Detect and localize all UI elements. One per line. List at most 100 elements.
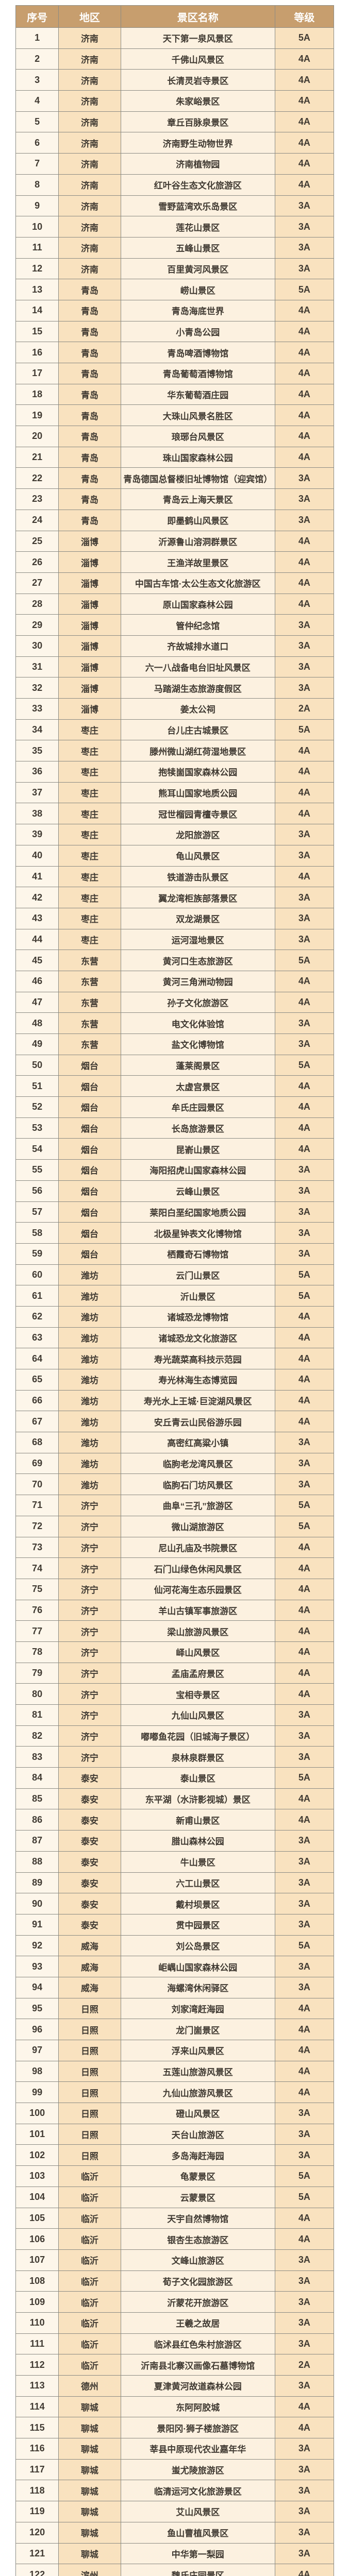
grade-cell: 5A [274, 719, 335, 741]
table-row: 63 潍坊 诸城恐龙文化旅游区 4A [15, 1327, 335, 1349]
grade-cell: 3A [274, 844, 335, 867]
grade-cell: 4A [274, 2019, 335, 2040]
grade-cell: 4A [274, 174, 335, 196]
region-cell: 潍坊 [58, 1432, 121, 1453]
scenic-name-cell: 刘公岛景区 [120, 1935, 275, 1957]
table-row: 102 日照 多岛海赶海园 3A [15, 2144, 335, 2166]
region-cell: 聊城 [58, 2480, 121, 2502]
scenic-name-cell: 珠山国家森林公园 [120, 446, 275, 468]
table-row: 10 济南 莲花山景区 3A [15, 216, 335, 238]
region-cell: 枣庄 [58, 928, 121, 951]
region-cell: 聊城 [58, 2543, 121, 2565]
row-number-cell: 66 [15, 1389, 59, 1412]
region-cell: 烟台 [58, 1180, 121, 1202]
scenic-name-cell: 千佛山风景区 [120, 48, 275, 70]
row-number-cell: 62 [15, 1306, 59, 1328]
grade-cell: 3A [274, 928, 335, 951]
table-row: 80 济宁 宝相寺景区 4A [15, 1683, 335, 1705]
row-number-cell: 38 [15, 803, 59, 825]
table-row: 56 烟台 云峰山景区 3A [15, 1180, 335, 1202]
table-row: 95 日照 刘家湾赶海园 4A [15, 1997, 335, 2020]
region-cell: 青岛 [58, 488, 121, 510]
grade-cell: 3A [274, 887, 335, 908]
region-cell: 枣庄 [58, 866, 121, 888]
table-body: 1 济南 天下第一泉风景区 5A 2 济南 千佛山风景区 4A 3 济南 长清灵岩寺景区 4A 4 济南朱… [15, 27, 335, 2576]
region-cell: 济南 [58, 258, 121, 280]
region-cell: 东营 [58, 991, 121, 1013]
table-row: 19 青岛 大珠山风景名胜区 4A [15, 404, 335, 427]
scenic-name-cell: 沂蒙花开旅游区 [120, 2291, 275, 2313]
row-number-cell: 72 [15, 1515, 59, 1537]
scenic-name-cell: 沂南县北寨汉画像石墓博物馆 [120, 2354, 275, 2376]
row-number-cell: 49 [15, 1033, 59, 1055]
scenic-name-cell: 诸城恐龙博物馆 [120, 1306, 275, 1328]
row-number-cell: 43 [15, 907, 59, 929]
region-cell: 烟台 [58, 1096, 121, 1118]
scenic-name-cell: 曲阜“三孔”旅游区 [120, 1495, 275, 1516]
table-row: 78 济宁 峄山风景区 4A [15, 1641, 335, 1663]
row-number-cell: 35 [15, 740, 59, 762]
table-row: 41 枣庄 铁道游击队景区 4A [15, 866, 335, 888]
scenic-name-cell: 翼龙湾柜族部落景区 [120, 887, 275, 908]
scenic-name-cell: 九仙山风景区 [120, 1704, 275, 1726]
grade-cell: 4A [274, 132, 335, 154]
grade-cell: 4A [274, 1138, 335, 1160]
table-row: 9 济南 雪野蓝湾欢乐岛景区 3A [15, 195, 335, 217]
scenic-name-cell: 六一八战备电台旧址风景区 [120, 656, 275, 678]
grade-cell: 3A [274, 1976, 335, 1998]
table-row: 122 滨州 魏氏庄园景区 4A [15, 2564, 335, 2576]
grade-cell: 4A [274, 2040, 335, 2061]
region-cell: 济南 [58, 236, 121, 259]
region-cell: 威海 [58, 1956, 121, 1977]
row-number-cell: 25 [15, 530, 59, 552]
row-number-cell: 84 [15, 1767, 59, 1789]
region-cell: 济南 [58, 174, 121, 196]
table-row: 90 泰安 戴村坝景区 3A [15, 1893, 335, 1914]
row-number-cell: 97 [15, 2040, 59, 2061]
row-number-cell: 10 [15, 216, 59, 238]
scenic-name-cell: 原山国家森林公园 [120, 593, 275, 615]
region-cell: 泰安 [58, 1851, 121, 1873]
table-row: 88 泰安 牛山景区 3A [15, 1851, 335, 1873]
row-number-cell: 41 [15, 866, 59, 888]
region-cell: 泰安 [58, 1893, 121, 1914]
scenic-name-cell: 抱犊崮国家森林公园 [120, 761, 275, 783]
scenic-name-cell: 即墨鹤山风景区 [120, 509, 275, 531]
table-row: 92 威海 刘公岛景区 5A [15, 1935, 335, 1957]
scenic-name-cell: 龙门崮景区 [120, 2019, 275, 2040]
grade-cell: 3A [274, 2521, 335, 2544]
scenic-name-cell: 双龙湖景区 [120, 907, 275, 929]
grade-cell: 4A [274, 782, 335, 804]
row-number-cell: 63 [15, 1327, 59, 1349]
row-number-cell: 122 [15, 2564, 59, 2576]
table-row: 50 烟台 蓬莱阁景区 5A [15, 1054, 335, 1076]
scenic-name-cell: 王渔洋故里景区 [120, 551, 275, 573]
scenic-name-cell: 海阳招虎山国家森林公园 [120, 1159, 275, 1181]
region-cell: 青岛 [58, 467, 121, 489]
region-cell: 青岛 [58, 446, 121, 468]
region-cell: 德州 [58, 2375, 121, 2397]
table-row: 14 青岛 青岛海底世界 4A [15, 299, 335, 321]
grade-cell: 5A [274, 950, 335, 971]
grade-cell: 4A [274, 1620, 335, 1642]
region-cell: 日照 [58, 1997, 121, 2020]
row-number-cell: 59 [15, 1243, 59, 1265]
scenic-name-cell: 姜太公祠 [120, 698, 275, 720]
grade-cell: 3A [274, 907, 335, 929]
grade-cell: 4A [274, 1641, 335, 1663]
grade-cell: 3A [274, 824, 335, 845]
grade-cell: 4A [274, 90, 335, 112]
row-number-cell: 45 [15, 950, 59, 971]
scenic-name-cell: 长清灵岩寺景区 [120, 69, 275, 91]
scenic-name-cell: 戴村坝景区 [120, 1893, 275, 1914]
table-row: 76 济宁 羊山古镇军事旅游区 4A [15, 1599, 335, 1621]
row-number-cell: 29 [15, 614, 59, 636]
grade-cell: 4A [274, 866, 335, 888]
row-number-cell: 58 [15, 1222, 59, 1244]
scenic-name-cell: 寿光林海生态博览园 [120, 1369, 275, 1391]
scenic-name-cell: 龟山风景区 [120, 844, 275, 867]
scenic-name-cell: 临朐石门坊风景区 [120, 1473, 275, 1496]
grade-cell: 4A [274, 1788, 335, 1810]
table-row: 67 潍坊 安丘青云山民俗游乐园 4A [15, 1411, 335, 1433]
region-cell: 枣庄 [58, 803, 121, 825]
